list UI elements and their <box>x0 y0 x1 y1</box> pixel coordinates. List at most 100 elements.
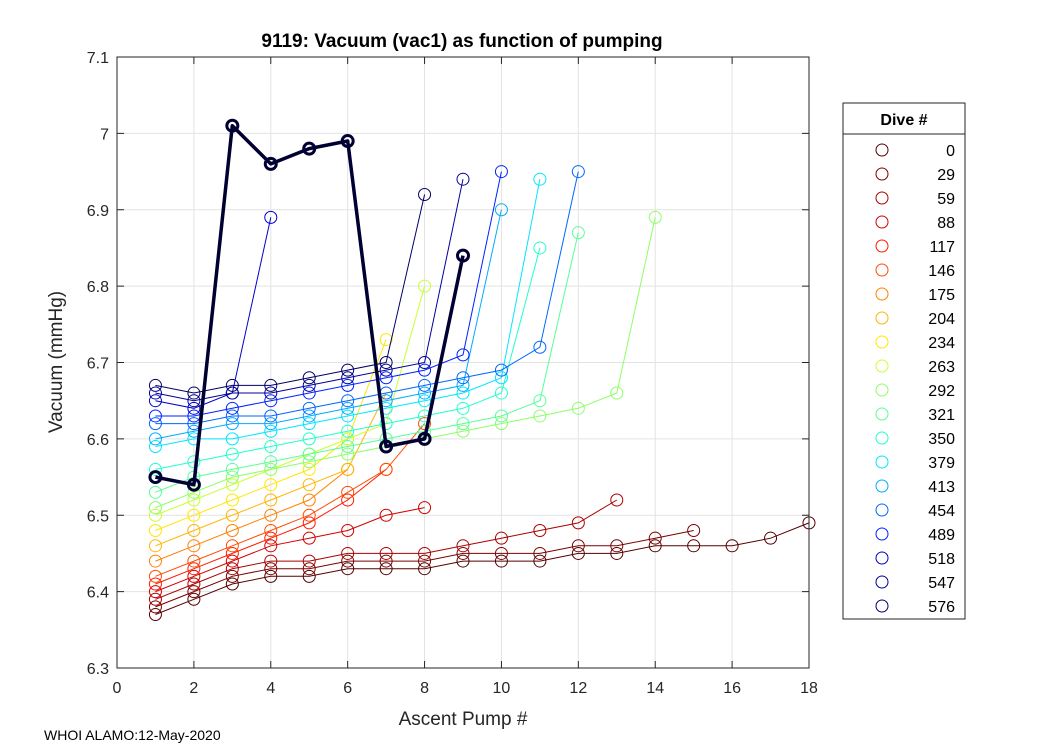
legend-entry: 350 <box>875 431 955 448</box>
legend-marker <box>875 311 889 325</box>
legend-entries: 0 29 59 88 117 146 175 204 234 263 292 321 350 379 413… <box>875 143 955 616</box>
highlight-point <box>417 431 432 446</box>
data-point <box>418 386 432 400</box>
data-point <box>225 478 239 492</box>
data-point <box>494 546 508 560</box>
data-point <box>148 417 162 431</box>
data-point <box>187 524 201 538</box>
data-point <box>341 462 355 476</box>
data-point <box>687 539 701 553</box>
data-point <box>571 165 585 179</box>
data-point <box>225 577 239 591</box>
series-line <box>155 285 426 516</box>
data-point <box>302 401 316 415</box>
legend-marker <box>875 503 889 517</box>
legend-marker <box>875 383 889 397</box>
legend-entry: 413 <box>875 479 955 496</box>
data-point <box>264 569 278 583</box>
legend-label: 321 <box>928 407 955 424</box>
data-point <box>187 386 201 400</box>
data-point <box>148 394 162 408</box>
data-point <box>264 478 278 492</box>
data-point <box>456 172 470 186</box>
data-point <box>148 508 162 522</box>
y-tick-label: 6.7 <box>87 356 109 373</box>
data-point <box>341 546 355 560</box>
data-point <box>225 401 239 415</box>
data-point <box>456 417 470 431</box>
data-point <box>418 394 432 408</box>
data-point <box>225 569 239 583</box>
data-point <box>571 226 585 240</box>
series-line <box>155 194 426 394</box>
data-point <box>533 241 547 255</box>
data-point <box>418 279 432 293</box>
y-tick-label: 6.6 <box>87 432 109 449</box>
series-line <box>155 469 387 585</box>
legend-marker <box>875 407 889 421</box>
series-dive-59 <box>148 493 624 606</box>
highlight-point <box>263 156 278 171</box>
data-point <box>264 409 278 423</box>
series-dive-454 <box>148 165 585 431</box>
highlight-line <box>155 123 465 487</box>
data-point <box>341 447 355 461</box>
data-point <box>302 516 316 530</box>
data-point <box>187 569 201 583</box>
data-point <box>341 493 355 507</box>
legend-marker <box>875 455 889 469</box>
highlight-point <box>148 470 163 485</box>
data-point <box>341 401 355 415</box>
data-point <box>225 409 239 423</box>
legend-marker <box>875 359 889 373</box>
legend-entry: 204 <box>875 311 955 328</box>
data-point <box>187 394 201 408</box>
legend-label: 59 <box>937 191 955 208</box>
legend-marker <box>875 551 889 565</box>
data-point <box>494 417 508 431</box>
axis-ticks: 0 2 4 6 8 10 12 14 16 18 6.3 6.4 6.5 6.6 6.7 6.8 6.9 7 7.1 <box>87 50 818 697</box>
data-point <box>302 554 316 568</box>
y-tick-label: 6.3 <box>87 661 109 678</box>
legend-entry: 59 <box>875 191 955 208</box>
legend-entry: 489 <box>875 527 955 544</box>
data-point <box>225 508 239 522</box>
y-tick-label: 6.9 <box>87 203 109 220</box>
data-point <box>225 554 239 568</box>
data-point <box>302 562 316 576</box>
data-point <box>302 386 316 400</box>
data-point <box>725 539 739 553</box>
highlight-point <box>456 248 470 263</box>
series-line <box>155 392 387 547</box>
y-axis-label: Vacuum (mmHg) <box>46 291 67 433</box>
legend-label: 146 <box>928 263 955 280</box>
x-tick-label: 16 <box>723 680 741 697</box>
data-point <box>379 356 393 369</box>
series-dive-489 <box>148 165 508 423</box>
data-point <box>148 539 162 553</box>
data-point <box>610 386 624 400</box>
data-point <box>610 546 624 560</box>
data-point <box>148 501 162 515</box>
highlight-point <box>225 118 240 133</box>
series-line <box>155 469 349 562</box>
data-point <box>418 546 432 560</box>
data-point <box>418 378 432 392</box>
y-tick-label: 6.4 <box>87 585 109 602</box>
legend-marker <box>875 335 889 349</box>
x-tick-label: 12 <box>569 680 587 697</box>
series-line <box>155 232 579 493</box>
series-line <box>155 522 810 615</box>
data-point <box>494 409 508 423</box>
data-point <box>225 539 239 553</box>
data-point <box>379 333 393 347</box>
data-point <box>341 562 355 576</box>
data-point <box>418 356 432 369</box>
legend-entry: 175 <box>875 287 955 304</box>
series-dive-29 <box>148 524 701 614</box>
series-dive-175 <box>148 462 355 568</box>
data-point <box>148 592 162 606</box>
data-point <box>264 440 278 454</box>
y-tick-label: 6.8 <box>87 279 109 296</box>
